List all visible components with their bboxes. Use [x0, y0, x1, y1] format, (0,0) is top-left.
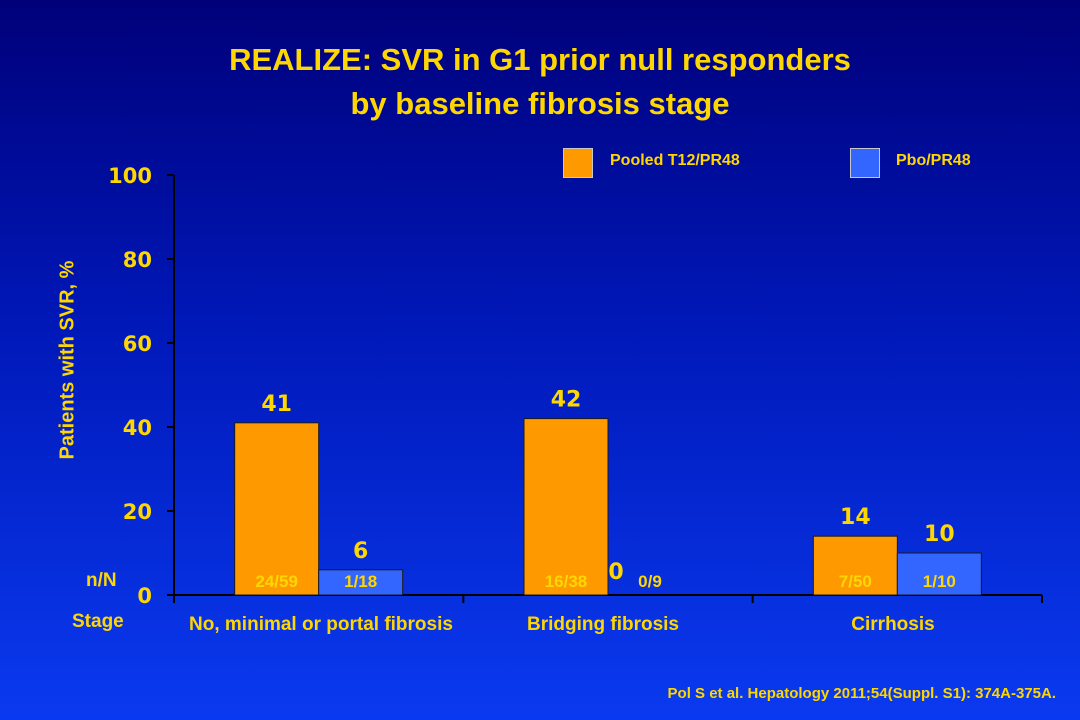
legend-swatch-pbo: [850, 148, 880, 178]
category-label-cirrhosis: Cirrhosis: [851, 614, 935, 635]
y-tick-label: 0: [137, 584, 152, 608]
stage-row-label: Stage: [72, 611, 124, 632]
citation: Pol S et al. Hepatology 2011;54(Suppl. S…: [667, 685, 1056, 702]
n-over-n-label: 0/9: [638, 572, 662, 591]
y-tick-label: 60: [123, 332, 152, 356]
legend-label-pbo: Pbo/PR48: [896, 152, 971, 169]
bar-pooled: [234, 422, 320, 596]
y-tick-label: 20: [123, 500, 152, 524]
data-label: 14: [840, 505, 871, 530]
data-label: 42: [551, 388, 582, 413]
data-label: 6: [353, 539, 368, 564]
n-over-n-row-label: n/N: [86, 570, 117, 591]
chart-title-line2: by baseline fibrosis stage: [350, 86, 730, 121]
data-label: 0: [608, 560, 623, 585]
data-label: 41: [261, 392, 292, 417]
category-label-bridging: Bridging fibrosis: [527, 614, 679, 635]
y-tick-label: 100: [108, 164, 152, 188]
n-over-n-label: 7/50: [839, 572, 872, 591]
n-over-n-label: 16/38: [545, 572, 588, 591]
bar-pbo: [896, 552, 982, 596]
bar-pbo: [318, 569, 404, 596]
data-label: 10: [924, 522, 955, 547]
category-label-no-minimal-portal: No, minimal or portal fibrosis: [189, 614, 453, 635]
chart-title-line1: REALIZE: SVR in G1 prior null responders: [229, 42, 851, 77]
y-tick-label: 80: [123, 248, 152, 272]
n-over-n-label: 1/10: [923, 572, 956, 591]
n-over-n-label: 1/18: [344, 572, 377, 591]
bar-pooled: [523, 418, 609, 596]
n-over-n-label: 24/59: [255, 572, 298, 591]
legend-label-pooled: Pooled T12/PR48: [610, 152, 740, 169]
legend-swatch-pooled: [563, 148, 593, 178]
y-tick-label: 40: [123, 416, 152, 440]
